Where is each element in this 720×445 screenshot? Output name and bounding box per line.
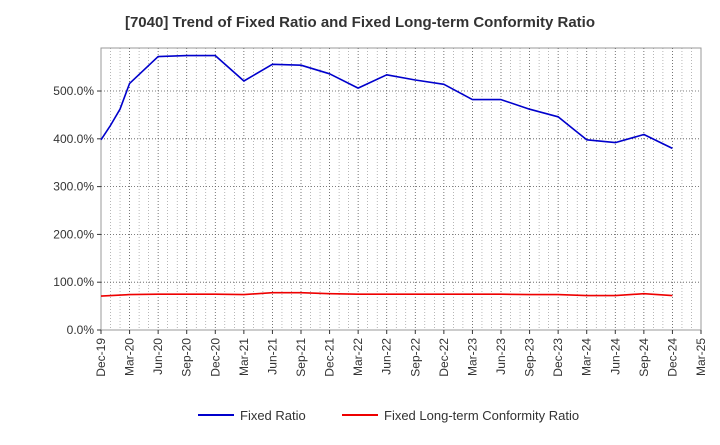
x-tick-label: Mar-22 (351, 338, 365, 376)
legend-label: Fixed Long-term Conformity Ratio (384, 408, 579, 423)
chart-title: [7040] Trend of Fixed Ratio and Fixed Lo… (0, 14, 720, 31)
x-tick-label: Dec-23 (551, 338, 565, 377)
x-tick-label: Mar-24 (580, 338, 594, 376)
x-tick-label: Dec-19 (94, 338, 108, 377)
y-tick-label: 0.0% (67, 323, 95, 337)
x-tick-label: Sep-24 (637, 338, 651, 377)
axes: Dec-19 Mar-20 Jun-20 Sep-20 Dec-20 Mar-21 Jun-… (53, 84, 708, 377)
x-tick-label: Dec-21 (323, 338, 337, 377)
x-tick-label: Mar-21 (237, 338, 251, 376)
y-tick-label: 400.0% (53, 132, 94, 146)
y-tick-label: 200.0% (53, 227, 94, 241)
x-tick-label: Mar-20 (123, 338, 137, 376)
x-tick-label: Dec-20 (208, 338, 222, 377)
y-tick-label: 500.0% (53, 84, 94, 98)
x-tick-label: Jun-22 (380, 338, 394, 375)
x-tick-label: Sep-22 (408, 338, 422, 377)
legend-label: Fixed Ratio (240, 408, 306, 423)
legend: Fixed Ratio Fixed Long-term Conformity Ra… (198, 408, 579, 423)
x-tick-label: Dec-22 (437, 338, 451, 377)
x-tick-label: Jun-24 (608, 338, 622, 375)
x-tick-label: Mar-25 (694, 338, 708, 376)
x-tick-label: Jun-23 (494, 338, 508, 375)
x-tick-label: Sep-23 (523, 338, 537, 377)
x-tick-label: Jun-20 (151, 338, 165, 375)
x-tick-label: Sep-21 (294, 338, 308, 377)
x-tick-label: Jun-21 (265, 338, 279, 375)
series-lines (101, 56, 673, 297)
plot-frame (101, 48, 701, 330)
x-tick-label: Sep-20 (180, 338, 194, 377)
y-tick-label: 100.0% (53, 275, 94, 289)
x-tick-label: Mar-23 (465, 338, 479, 376)
y-tick-label: 300.0% (53, 180, 94, 194)
x-tick-label: Dec-24 (665, 338, 679, 377)
grid (101, 48, 701, 330)
